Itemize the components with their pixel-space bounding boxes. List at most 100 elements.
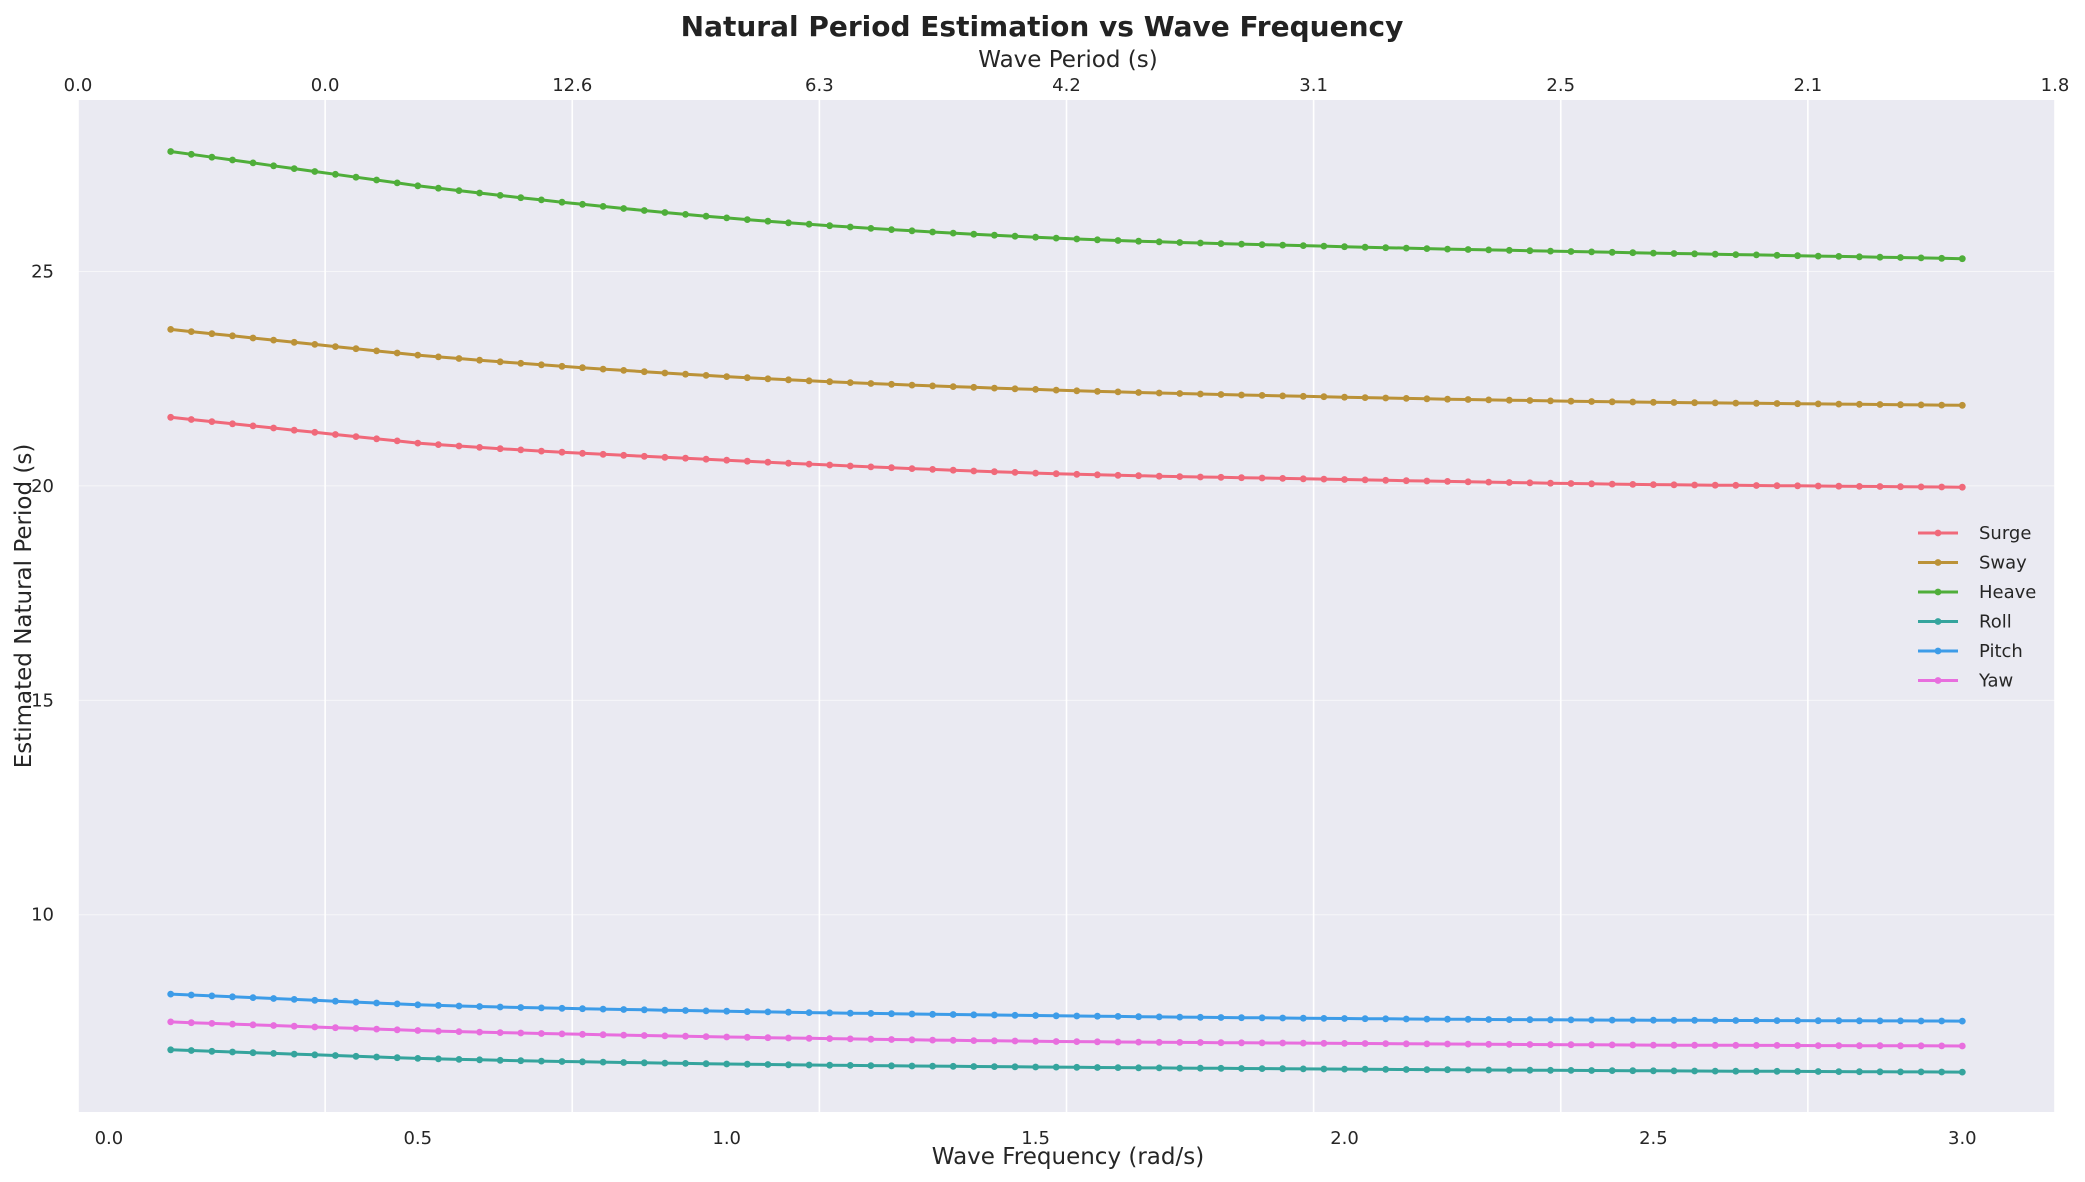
point-heave-27 [723, 214, 731, 222]
point-heave-4 [249, 159, 257, 167]
series-line-sway [170, 327, 1963, 407]
point-yaw-17 [517, 1029, 525, 1037]
point-surge-44 [1073, 470, 1081, 478]
point-surge-13 [435, 441, 442, 448]
y-tick-label-1: 15 [31, 690, 54, 711]
point-yaw-35 [888, 1036, 895, 1043]
point-sway-87 [1958, 401, 1966, 409]
point-yaw-55 [1299, 1039, 1307, 1047]
point-yaw-30 [785, 1034, 792, 1042]
point-pitch-41 [1011, 1011, 1019, 1019]
point-heave-73 [1670, 250, 1678, 257]
point-roll-41 [1011, 1063, 1019, 1071]
point-yaw-67 [1547, 1041, 1554, 1048]
point-heave-76 [1732, 251, 1740, 258]
point-sway-5 [270, 336, 277, 344]
point-sway-68 [1567, 397, 1575, 405]
point-sway-59 [1382, 394, 1390, 402]
point-surge-80 [1814, 482, 1822, 490]
point-pitch-70 [1608, 1016, 1616, 1024]
point-roll-20 [579, 1058, 586, 1066]
point-roll-32 [826, 1061, 834, 1069]
point-sway-83 [1876, 401, 1884, 408]
point-surge-28 [743, 457, 751, 465]
point-yaw-69 [1588, 1041, 1595, 1049]
point-roll-8 [332, 1052, 339, 1059]
point-yaw-20 [579, 1030, 586, 1038]
point-surge-61 [1423, 477, 1431, 485]
point-surge-71 [1629, 481, 1637, 488]
point-pitch-3 [229, 993, 236, 1001]
point-surge-74 [1691, 481, 1698, 489]
point-yaw-1 [187, 1019, 195, 1027]
point-pitch-5 [270, 995, 277, 1002]
point-heave-22 [620, 205, 628, 212]
point-surge-32 [826, 461, 834, 469]
point-heave-75 [1711, 250, 1719, 258]
point-yaw-14 [455, 1028, 463, 1035]
point-surge-62 [1444, 478, 1451, 485]
series-line-pitch [170, 992, 1963, 1023]
top-tick-label-5: 3.1 [1299, 75, 1328, 96]
point-roll-23 [640, 1059, 648, 1067]
legend-label-heave: Heave [1979, 582, 2036, 603]
point-sway-79 [1794, 400, 1801, 408]
point-surge-84 [1897, 483, 1904, 491]
point-heave-2 [208, 153, 216, 161]
point-pitch-19 [558, 1004, 566, 1012]
point-heave-46 [1114, 237, 1122, 244]
point-surge-24 [661, 453, 669, 461]
point-roll-36 [908, 1062, 916, 1070]
point-roll-39 [970, 1063, 978, 1070]
point-heave-30 [785, 219, 792, 227]
point-yaw-25 [682, 1032, 689, 1040]
point-roll-35 [888, 1062, 895, 1070]
series-roll [167, 1046, 1966, 1076]
point-sway-57 [1341, 393, 1348, 401]
point-surge-18 [538, 447, 545, 455]
point-roll-70 [1608, 1067, 1616, 1074]
point-heave-55 [1299, 242, 1307, 250]
point-yaw-42 [1032, 1037, 1039, 1045]
point-heave-42 [1032, 233, 1039, 241]
point-surge-25 [682, 454, 689, 462]
point-roll-74 [1691, 1067, 1698, 1075]
point-pitch-9 [352, 998, 360, 1006]
point-surge-33 [846, 462, 854, 470]
point-yaw-87 [1958, 1042, 1966, 1050]
point-yaw-76 [1732, 1041, 1740, 1049]
point-sway-58 [1361, 394, 1369, 401]
point-heave-43 [1052, 234, 1060, 242]
point-yaw-77 [1753, 1042, 1760, 1049]
point-sway-33 [846, 379, 854, 386]
point-pitch-37 [929, 1010, 936, 1018]
point-roll-73 [1670, 1067, 1678, 1075]
series-pitch [167, 990, 1966, 1025]
point-sway-63 [1464, 396, 1472, 403]
point-sway-37 [929, 382, 936, 390]
point-surge-65 [1505, 479, 1513, 486]
point-sway-6 [290, 338, 298, 346]
point-pitch-79 [1794, 1017, 1801, 1024]
point-heave-58 [1361, 243, 1369, 251]
point-heave-45 [1094, 236, 1101, 244]
point-pitch-49 [1176, 1013, 1184, 1021]
point-surge-26 [702, 455, 710, 463]
legend-label-pitch: Pitch [1979, 641, 2023, 662]
point-heave-52 [1238, 240, 1245, 248]
point-roll-14 [455, 1056, 463, 1063]
point-yaw-26 [702, 1033, 710, 1040]
point-roll-83 [1876, 1068, 1884, 1076]
point-heave-29 [764, 217, 772, 225]
point-surge-63 [1464, 478, 1472, 486]
point-roll-84 [1897, 1068, 1904, 1076]
point-pitch-30 [785, 1008, 792, 1016]
point-roll-62 [1444, 1066, 1451, 1074]
point-roll-7 [311, 1051, 319, 1059]
point-roll-25 [682, 1060, 689, 1067]
point-pitch-53 [1258, 1014, 1266, 1022]
point-roll-47 [1135, 1064, 1142, 1072]
point-pitch-12 [414, 1001, 422, 1009]
point-roll-72 [1650, 1067, 1657, 1075]
